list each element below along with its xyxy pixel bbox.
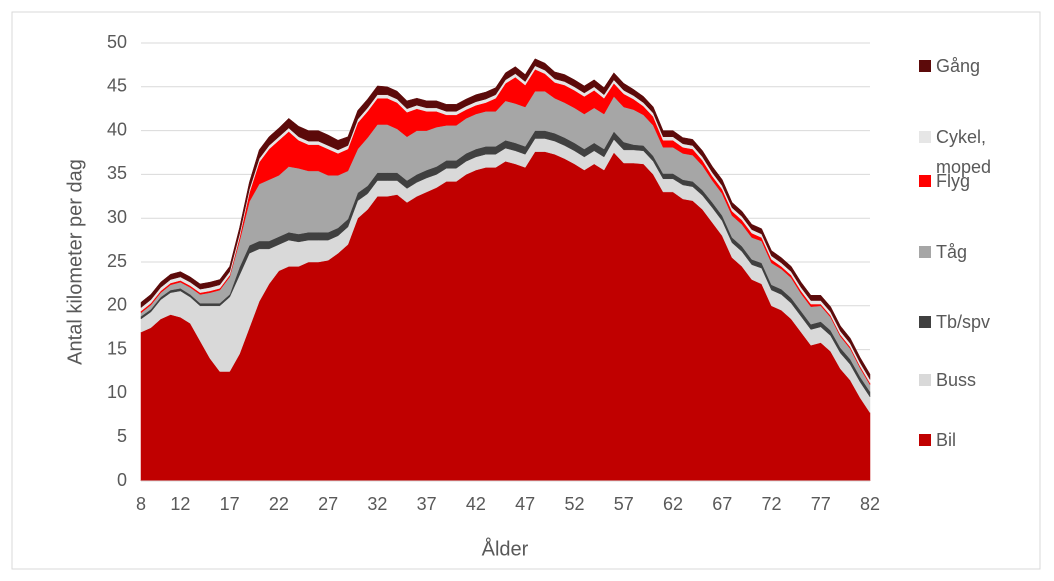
legend-swatch [919, 246, 931, 258]
y-tick-label: 35 [107, 163, 127, 183]
y-tick-label: 0 [117, 470, 127, 490]
legend-swatch [919, 374, 931, 386]
legend-label: Bil [936, 430, 957, 450]
x-tick-label: 82 [860, 494, 880, 514]
area [140, 58, 871, 381]
x-tick-label: 37 [417, 494, 437, 514]
y-tick-label: 50 [107, 32, 127, 52]
chart-border [11, 11, 1041, 570]
y-tick-label: 15 [107, 338, 127, 358]
x-tick-label: 32 [367, 494, 387, 514]
y-tick-label: 5 [117, 426, 127, 446]
legend-label: Cykel, moped [936, 127, 992, 177]
x-tick-label: 47 [515, 494, 535, 514]
y-tick-label: 25 [107, 251, 127, 271]
legend-label: Tb/spv [936, 312, 991, 332]
y-tick-label: 45 [107, 76, 127, 96]
x-axis-label: Ålder [482, 537, 529, 560]
x-tick-label: 12 [170, 494, 190, 514]
x-tick-label: 67 [712, 494, 732, 514]
legend-swatch [919, 316, 931, 328]
y-tick-label: 40 [107, 119, 127, 139]
x-tick-label: 52 [564, 494, 584, 514]
legend-swatch [919, 175, 931, 187]
y-tick-label: 10 [107, 382, 127, 402]
legend-swatch [919, 434, 931, 446]
legend-swatch [919, 131, 931, 143]
y-tick-label: 20 [107, 295, 127, 315]
x-tick-label: 62 [663, 494, 683, 514]
legend-label: Gång [936, 56, 981, 76]
legend-label: Tåg [936, 242, 968, 262]
legend-swatch [919, 60, 931, 72]
x-tick-label: 27 [318, 494, 338, 514]
x-tick-label: 22 [269, 494, 289, 514]
x-tick-label: 17 [220, 494, 240, 514]
y-tick-label: 30 [107, 207, 127, 227]
y-axis-label: Antal kilometer per dag [64, 159, 86, 365]
x-tick-label: 8 [136, 494, 146, 514]
x-tick-label: 72 [761, 494, 781, 514]
x-tick-label: 42 [466, 494, 486, 514]
x-tick-label: 77 [811, 494, 831, 514]
legend-label: Flyg [936, 171, 971, 191]
x-tick-label: 57 [614, 494, 634, 514]
legend-label: Buss [936, 370, 977, 390]
